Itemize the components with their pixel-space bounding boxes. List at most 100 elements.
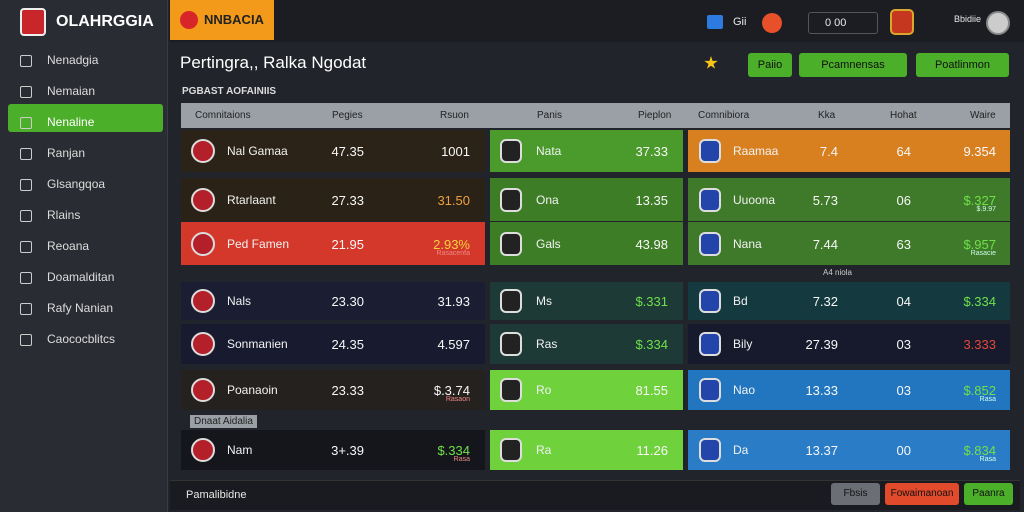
team-badge <box>191 438 215 462</box>
odds-value: 7.32 <box>812 294 838 309</box>
team-name: Da <box>733 443 749 457</box>
odds-value: $.331 <box>635 294 668 309</box>
odds-sub: Rasa <box>453 456 470 463</box>
action-button[interactable]: Pcamnensas <box>799 53 907 77</box>
column-header[interactable]: Rsuon <box>440 110 469 121</box>
nav-item[interactable]: Nenadgia <box>47 53 99 67</box>
nav-icon <box>20 334 32 346</box>
nav-item[interactable]: Nemaian <box>47 84 96 98</box>
star-icon[interactable] <box>704 56 718 69</box>
action-button[interactable]: Poatlinmon <box>916 53 1009 77</box>
nav-item[interactable]: Ranjan <box>47 146 86 160</box>
row-left-bg[interactable] <box>181 370 485 410</box>
column-header[interactable]: Pieplon <box>638 110 672 121</box>
odds-value: 06 <box>896 192 911 208</box>
row-left-bg[interactable] <box>181 222 485 265</box>
odds-value: 7.4 <box>819 144 838 159</box>
nav-icon <box>20 241 32 253</box>
team-badge <box>699 187 721 212</box>
row-mid-bg[interactable] <box>490 430 683 470</box>
team-name: Poanaoin <box>227 383 278 397</box>
row-left-bg[interactable] <box>181 178 485 221</box>
row-right-bg[interactable] <box>688 324 1010 364</box>
nav-item[interactable]: Nenaline <box>47 115 95 129</box>
team-badge <box>699 231 721 256</box>
row-mid-bg[interactable] <box>490 222 683 265</box>
odds-value: 23.33 <box>331 383 364 398</box>
team-badge <box>500 438 522 462</box>
odds-value: $.334 <box>963 294 996 309</box>
team-name: Ro <box>536 383 552 397</box>
nav-item[interactable]: Glsangqoa <box>47 177 106 191</box>
odds-value: 81.55 <box>635 383 668 398</box>
team-badge <box>191 231 215 256</box>
odds-value: 3.333 <box>963 337 996 352</box>
team-icon[interactable] <box>890 9 914 35</box>
team-badge <box>500 231 522 256</box>
row-mid-bg[interactable] <box>490 130 683 172</box>
odds-value: 27.33 <box>331 192 364 208</box>
column-header[interactable]: Kka <box>818 110 836 121</box>
team-badge <box>699 438 721 462</box>
team-badge <box>500 289 522 313</box>
row-left-bg[interactable] <box>181 430 485 470</box>
team-name: Sonmanien <box>227 337 288 351</box>
team-badge <box>191 187 215 212</box>
logo <box>20 8 46 36</box>
odds-sub: $.9.97 <box>976 205 996 213</box>
notify-label: Gii <box>733 16 747 28</box>
tab-icon <box>180 11 198 29</box>
nav-item[interactable]: Caococblitcs <box>47 332 116 346</box>
team-name: Nals <box>227 294 252 308</box>
row-right-bg[interactable] <box>688 130 1010 172</box>
odds-value: 21.95 <box>331 236 364 252</box>
nav-item[interactable]: Reoana <box>47 239 90 253</box>
column-header[interactable]: Hohat <box>890 110 917 121</box>
odds-value: 5.73 <box>812 192 838 208</box>
column-header[interactable]: Panis <box>537 110 563 121</box>
alert-icon[interactable] <box>762 13 782 33</box>
row-mid-bg[interactable] <box>490 370 683 410</box>
action-button[interactable]: Paiio <box>748 53 792 77</box>
row-right-bg[interactable] <box>688 370 1010 410</box>
odds-value: 04 <box>896 294 911 309</box>
nav-item[interactable]: Rafy Nanian <box>47 301 114 315</box>
row-mid-bg[interactable] <box>490 282 683 320</box>
odds-sub: Rasaon <box>445 396 470 403</box>
odds-sub: Rasacenfa <box>436 249 470 257</box>
footer-button[interactable]: Fbsis <box>831 483 880 505</box>
odds-value: 13.37 <box>805 443 838 458</box>
nav-item[interactable]: Doamalditan <box>47 270 115 284</box>
odds-value: $.334 <box>635 337 668 352</box>
search-box[interactable]: 0 00 <box>808 12 878 34</box>
team-badge <box>191 378 215 402</box>
footer-button[interactable]: Paanra <box>964 483 1013 505</box>
row-mid-bg[interactable] <box>490 324 683 364</box>
topbar <box>169 0 1024 42</box>
row-left-bg[interactable] <box>181 130 485 172</box>
column-header[interactable]: Waire <box>970 110 996 121</box>
column-header[interactable]: Comnitaions <box>195 110 251 121</box>
team-name: Ped Famen <box>227 236 290 251</box>
odds-value: 2.93% <box>433 236 470 252</box>
team-badge <box>699 332 721 356</box>
sidebar <box>0 0 168 512</box>
odds-value: 27.39 <box>805 337 838 352</box>
team-name: Ona <box>536 192 559 207</box>
footer-button[interactable]: Fowaimanoan <box>885 483 959 505</box>
nav-item[interactable]: Rlains <box>47 208 81 222</box>
column-header[interactable]: Pegies <box>332 110 363 121</box>
row-right-bg[interactable] <box>688 178 1010 221</box>
notify-icon[interactable] <box>707 15 723 29</box>
avatar[interactable] <box>986 11 1010 35</box>
row-right-bg[interactable] <box>688 430 1010 470</box>
divider-label: A4 niola <box>823 268 852 277</box>
row-right-bg[interactable] <box>688 222 1010 265</box>
row-left-bg[interactable] <box>181 324 485 364</box>
odds-value: 03 <box>896 337 911 352</box>
row-right-bg[interactable] <box>688 282 1010 320</box>
column-header[interactable]: Comnibiora <box>698 110 750 121</box>
row-mid-bg[interactable] <box>490 178 683 221</box>
odds-value: $.327 <box>963 192 996 208</box>
row-left-bg[interactable] <box>181 282 485 320</box>
